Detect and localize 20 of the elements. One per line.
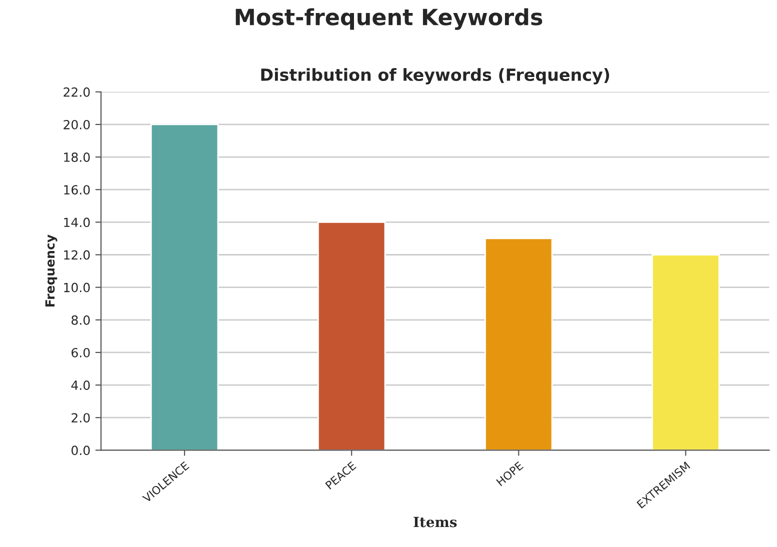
chart-subtitle: Distribution of keywords (Frequency): [261, 68, 610, 84]
bar: [652, 254, 720, 450]
y-tick-label: 0.0: [72, 446, 90, 456]
x-axis-title: Items: [414, 516, 457, 528]
y-tick-label: 8.0: [72, 315, 90, 325]
y-tick-label: 22.0: [64, 87, 90, 97]
y-tick-label: 2.0: [72, 413, 90, 423]
y-tick-label: 16.0: [64, 185, 90, 195]
y-tick-label: 12.0: [64, 250, 90, 260]
chart-title: Most-frequent Keywords: [236, 8, 542, 30]
y-axis-title: Frequency: [45, 234, 58, 306]
bar: [484, 238, 553, 450]
bar: [150, 124, 219, 450]
y-tick-label: 18.0: [64, 152, 90, 162]
y-tick-label: 14.0: [64, 218, 90, 228]
y-tick-label: 20.0: [64, 120, 90, 130]
bar: [317, 221, 386, 450]
y-tick-label: 6.0: [72, 348, 90, 358]
y-tick-label: 4.0: [71, 380, 90, 390]
y-tick-label: 10.0: [64, 282, 90, 292]
